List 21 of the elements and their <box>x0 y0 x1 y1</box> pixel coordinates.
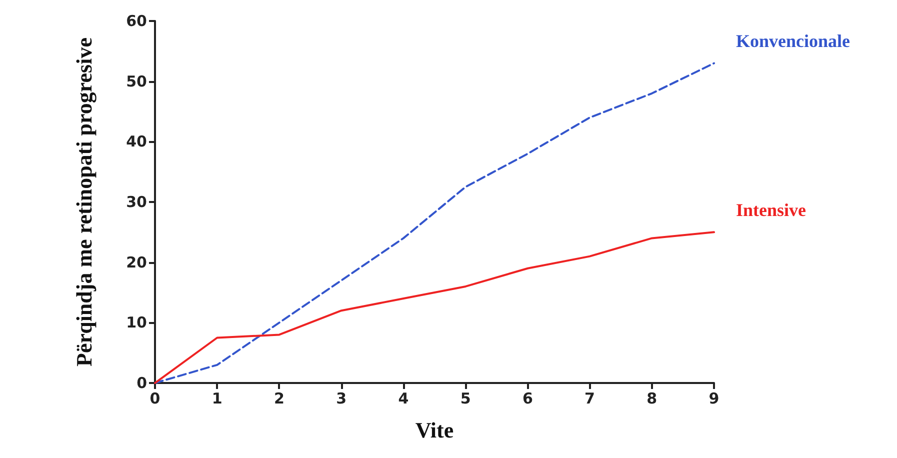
x-tick-label: 4 <box>398 390 409 408</box>
series-label: Konvencionale <box>736 31 850 52</box>
series-label: Intensive <box>736 200 806 220</box>
x-tick-label: 7 <box>584 390 595 408</box>
x-tick-label: 1 <box>212 390 222 408</box>
x-tick-label: 9 <box>708 390 720 408</box>
x-tick-label: 0 <box>150 390 160 408</box>
x-tick-label: 8 <box>646 390 658 408</box>
x-tick-label: 5 <box>460 390 471 408</box>
y-tick-label: 50 <box>126 72 147 90</box>
y-tick-label: 40 <box>126 132 147 151</box>
y-tick-label: 10 <box>126 314 147 332</box>
x-tick-label: 6 <box>522 390 533 408</box>
y-tick-label: 0 <box>136 374 147 392</box>
y-tick-label: 20 <box>126 253 147 272</box>
y-tick-label: 30 <box>126 193 147 211</box>
x-tick-label: 2 <box>274 390 284 408</box>
x-axis-title: Vite <box>415 418 454 442</box>
x-tick-label: 3 <box>336 390 347 408</box>
y-axis-title: Përqindja me retinopati progresive <box>72 37 96 366</box>
y-tick-label: 60 <box>126 12 147 30</box>
